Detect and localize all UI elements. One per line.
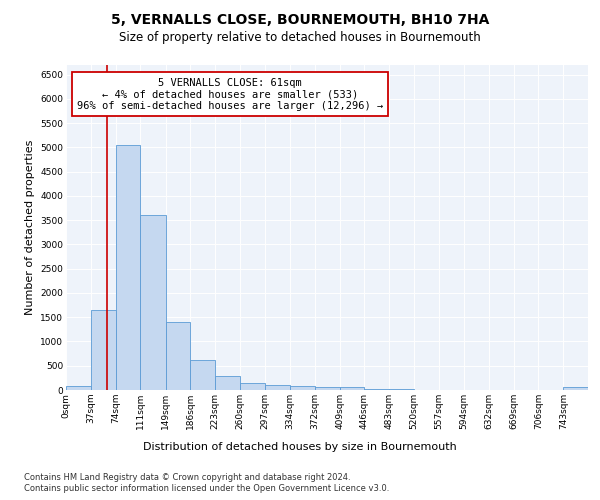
Text: 5, VERNALLS CLOSE, BOURNEMOUTH, BH10 7HA: 5, VERNALLS CLOSE, BOURNEMOUTH, BH10 7HA [111,12,489,26]
Bar [265,385,290,390]
Bar [240,383,265,390]
Bar [166,322,190,390]
Text: Contains public sector information licensed under the Open Government Licence v3: Contains public sector information licen… [24,484,389,493]
Y-axis label: Number of detached properties: Number of detached properties [25,140,35,315]
Bar [389,389,414,390]
Bar [116,145,140,390]
Bar [140,216,166,390]
Bar [190,360,215,390]
Bar [91,310,116,390]
Text: Size of property relative to detached houses in Bournemouth: Size of property relative to detached ho… [119,31,481,44]
Text: 5 VERNALLS CLOSE: 61sqm
← 4% of detached houses are smaller (533)
96% of semi-de: 5 VERNALLS CLOSE: 61sqm ← 4% of detached… [77,78,383,110]
Bar [66,386,91,390]
Bar [215,376,240,390]
Bar [340,388,364,390]
Text: Distribution of detached houses by size in Bournemouth: Distribution of detached houses by size … [143,442,457,452]
Bar [563,387,588,390]
Text: Contains HM Land Registry data © Crown copyright and database right 2024.: Contains HM Land Registry data © Crown c… [24,472,350,482]
Bar [364,388,389,390]
Bar [315,387,340,390]
Bar [290,386,315,390]
